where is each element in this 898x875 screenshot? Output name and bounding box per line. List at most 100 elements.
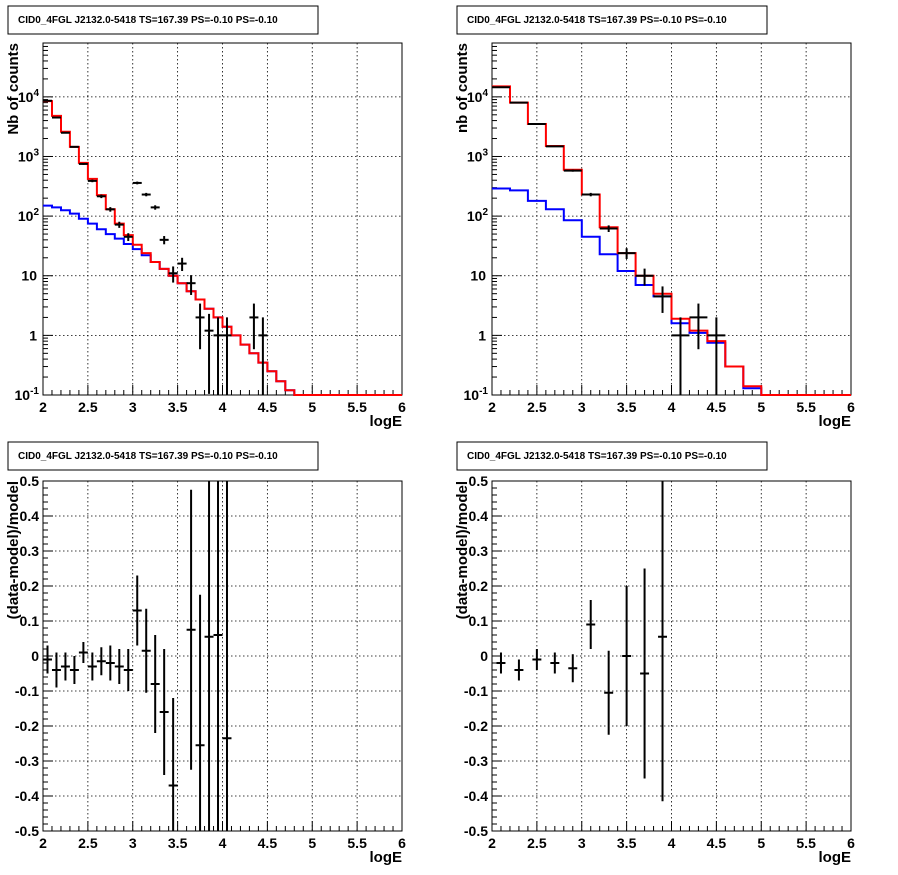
chart-title-box: CID0_4FGL J2132.0-5418 TS=167.39 PS=-0.1… [7,441,319,471]
data-point [141,192,151,197]
x-tick-label: 2.5 [78,399,98,415]
chart-title-box: CID0_4FGL J2132.0-5418 TS=167.39 PS=-0.1… [456,441,768,471]
data-point [69,145,79,148]
chart-title-box: CID0_4FGL J2132.0-5418 TS=167.39 PS=-0.1… [7,5,319,35]
data-point [581,192,600,197]
grid [42,480,403,832]
y-tick-label: -0.4 [464,788,488,804]
data-point [159,649,169,775]
y-tick-label: 0 [480,648,488,664]
x-tick-label: 5 [308,835,316,851]
y-tick-label: 0.5 [20,473,40,489]
y-tick-label: 0.1 [20,613,40,629]
series-line-2 [492,85,851,396]
data-point [586,600,596,649]
data-point [177,257,187,272]
y-tick-label: 0.3 [20,543,40,559]
data-point [195,594,205,831]
data-point [60,131,70,134]
data-point [60,652,70,681]
data-point [123,233,133,241]
x-tick-label: 3.5 [168,835,188,851]
data-point [689,303,708,350]
y-tick-label: 10-1 [464,386,489,403]
y-tick-label: 0.5 [469,473,489,489]
chart-title: CID0_4FGL J2132.0-5418 TS=167.39 PS=-0.1… [467,451,727,462]
data-point [204,313,214,394]
data-point [707,317,726,395]
y-tick-label: 103 [467,147,489,164]
x-tick-label: 5.5 [347,399,367,415]
title-frame [456,5,768,35]
title-frame [456,441,768,471]
x-tick-label: 4 [668,835,676,851]
data-point [532,649,542,670]
chart-title-box: CID0_4FGL J2132.0-5418 TS=167.39 PS=-0.1… [456,5,768,35]
y-axis-title: (data-model)/model [454,481,471,619]
x-tick-label: 2 [488,399,496,415]
data-point [78,642,88,663]
y-tick-label: -0.2 [464,718,488,734]
y-tick-label: 10-1 [15,386,40,403]
y-tick-label: -0.1 [15,683,39,699]
data-point [496,652,506,674]
data-point [622,586,632,726]
data-point [195,303,205,350]
x-tick-label: 6 [847,835,855,851]
y-tick-label: 0.1 [469,613,489,629]
y-tick-label: 0.4 [20,508,40,524]
x-tick-label: 4.5 [258,399,278,415]
data-point [213,481,223,831]
x-tick-label: 4.5 [707,835,727,851]
x-tick-label: 2 [488,835,496,851]
x-tick-label: 6 [398,835,406,851]
x-tick-label: 3.5 [168,399,188,415]
chart-title: CID0_4FGL J2132.0-5418 TS=167.39 PS=-0.1… [18,15,278,26]
y-tick-label: 10 [470,268,486,284]
x-tick-label: 4 [219,399,227,415]
y-tick-label: -0.4 [15,788,39,804]
x-tick-label: 3.5 [617,399,637,415]
data-point [568,654,578,683]
data-point [617,248,636,259]
y-tick-label: 0.4 [469,508,489,524]
data-point [150,205,160,210]
data-point [114,649,124,684]
y-tick-label: -0.3 [464,753,488,769]
x-tick-label: 3 [129,835,137,851]
x-tick-label: 2 [39,835,47,851]
data-point [51,116,61,119]
data-point [599,225,618,233]
x-tick-label: 4 [219,835,227,851]
data-point [87,652,97,681]
y-tick-label: 10 [21,268,37,284]
y-tick-label: -0.3 [15,753,39,769]
x-tick-label: 2.5 [78,835,98,851]
data-point [150,635,160,733]
y-tick-label: 0.2 [20,578,40,594]
y-tick-label: 103 [18,147,40,164]
title-frame [7,5,319,35]
chart-pad-1: CID0_4FGL J2132.0-5418 TS=167.39 PS=-0.1… [5,5,406,430]
x-axis-title: logE [819,849,852,866]
x-tick-label: 4.5 [707,399,727,415]
y-tick-label: 102 [467,207,489,224]
y-tick-label: 0.2 [469,578,489,594]
chart-pad-4: CID0_4FGL J2132.0-5418 TS=167.39 PS=-0.1… [454,441,855,866]
x-tick-label: 3 [129,399,137,415]
data-point [87,179,97,183]
data-point [204,481,214,831]
y-tick-label: 104 [18,88,40,105]
y-tick-label: -0.5 [15,823,39,839]
x-tick-label: 2 [39,399,47,415]
y-axis-title: (data-model)/model [5,481,22,619]
data-point [640,568,650,779]
data-point [132,575,142,646]
x-axis-title: logE [819,413,852,430]
data-point [258,317,268,395]
chart-title: CID0_4FGL J2132.0-5418 TS=167.39 PS=-0.1… [18,451,278,462]
data-point [43,99,52,102]
x-tick-label: 5.5 [347,835,367,851]
x-tick-label: 2.5 [527,399,547,415]
data-point [141,608,151,693]
